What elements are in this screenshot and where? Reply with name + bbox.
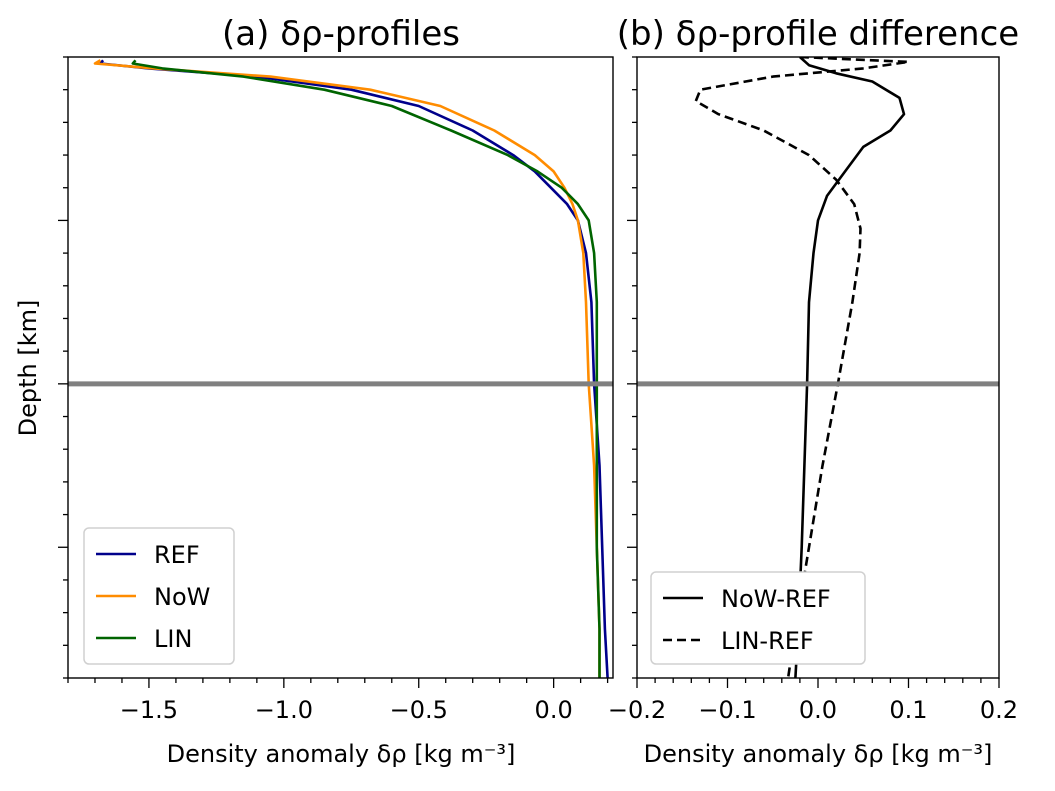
panel-a-legend: REF NoW LIN (83, 527, 235, 665)
panel-b-series-now-ref (794, 57, 906, 678)
panel-b-legend: NoW-REF LIN-REF (650, 571, 866, 665)
panel-b-x-tick-label: 0.0 (799, 696, 837, 724)
panel-b-series-lin-ref (694, 57, 910, 678)
panel-b-x-tick-label: −0.2 (608, 696, 666, 724)
panel-b-x-tick-label: −0.1 (698, 696, 756, 724)
panel-b-x-ticks: −0.2 −0.1 0.0 0.1 0.2 (608, 678, 1018, 724)
panel-a-x-axis-label: Density anomaly δρ [kg m⁻³] (167, 740, 516, 768)
panel-a-x-ticks: −1.5 −1.0 −0.5 0.0 (67, 678, 609, 724)
panel-a-plot-area (68, 59, 613, 678)
panel-a-legend-label-ref: REF (154, 541, 200, 569)
panel-b-x-tick-label: 0.1 (889, 696, 927, 724)
panel-a-y-ticks (58, 56, 68, 679)
panel-b-legend-box (650, 571, 866, 665)
panel-a: (a) δρ-profiles −1.5 −1.0 −0.5 0.0 Density … (58, 14, 614, 768)
panel-a-x-tick-label: 0.0 (535, 696, 573, 724)
panel-a-series-lin (131, 59, 601, 678)
panel-a-title: (a) δρ-profiles (222, 14, 460, 54)
panel-a-legend-label-now: NoW (154, 583, 210, 611)
panel-a-x-tick-label: −0.5 (390, 696, 448, 724)
panel-b-x-tick-label: 0.2 (980, 696, 1018, 724)
panel-b-y-ticks (627, 56, 637, 679)
panel-a-legend-label-lin: LIN (154, 625, 192, 653)
panel-b-legend-label-lin-ref: LIN-REF (721, 627, 814, 655)
panel-b-legend-label-now-ref: NoW-REF (721, 585, 831, 613)
panel-a-legend-box (83, 527, 235, 665)
panel-b-title: (b) δρ-profile difference (617, 14, 1019, 54)
panel-b: (b) δρ-profile difference −0.2 −0.1 0.0 0.1… (608, 14, 1019, 768)
panel-b-plot-area (637, 57, 999, 678)
y-axis-label: Depth [km] (14, 300, 42, 437)
panel-a-x-tick-label: −1.5 (120, 696, 178, 724)
panel-a-series-now (93, 59, 601, 678)
panel-b-x-axis-label: Density anomaly δρ [kg m⁻³] (644, 740, 993, 768)
panel-a-frame (67, 56, 614, 679)
panel-a-x-tick-label: −1.0 (255, 696, 313, 724)
